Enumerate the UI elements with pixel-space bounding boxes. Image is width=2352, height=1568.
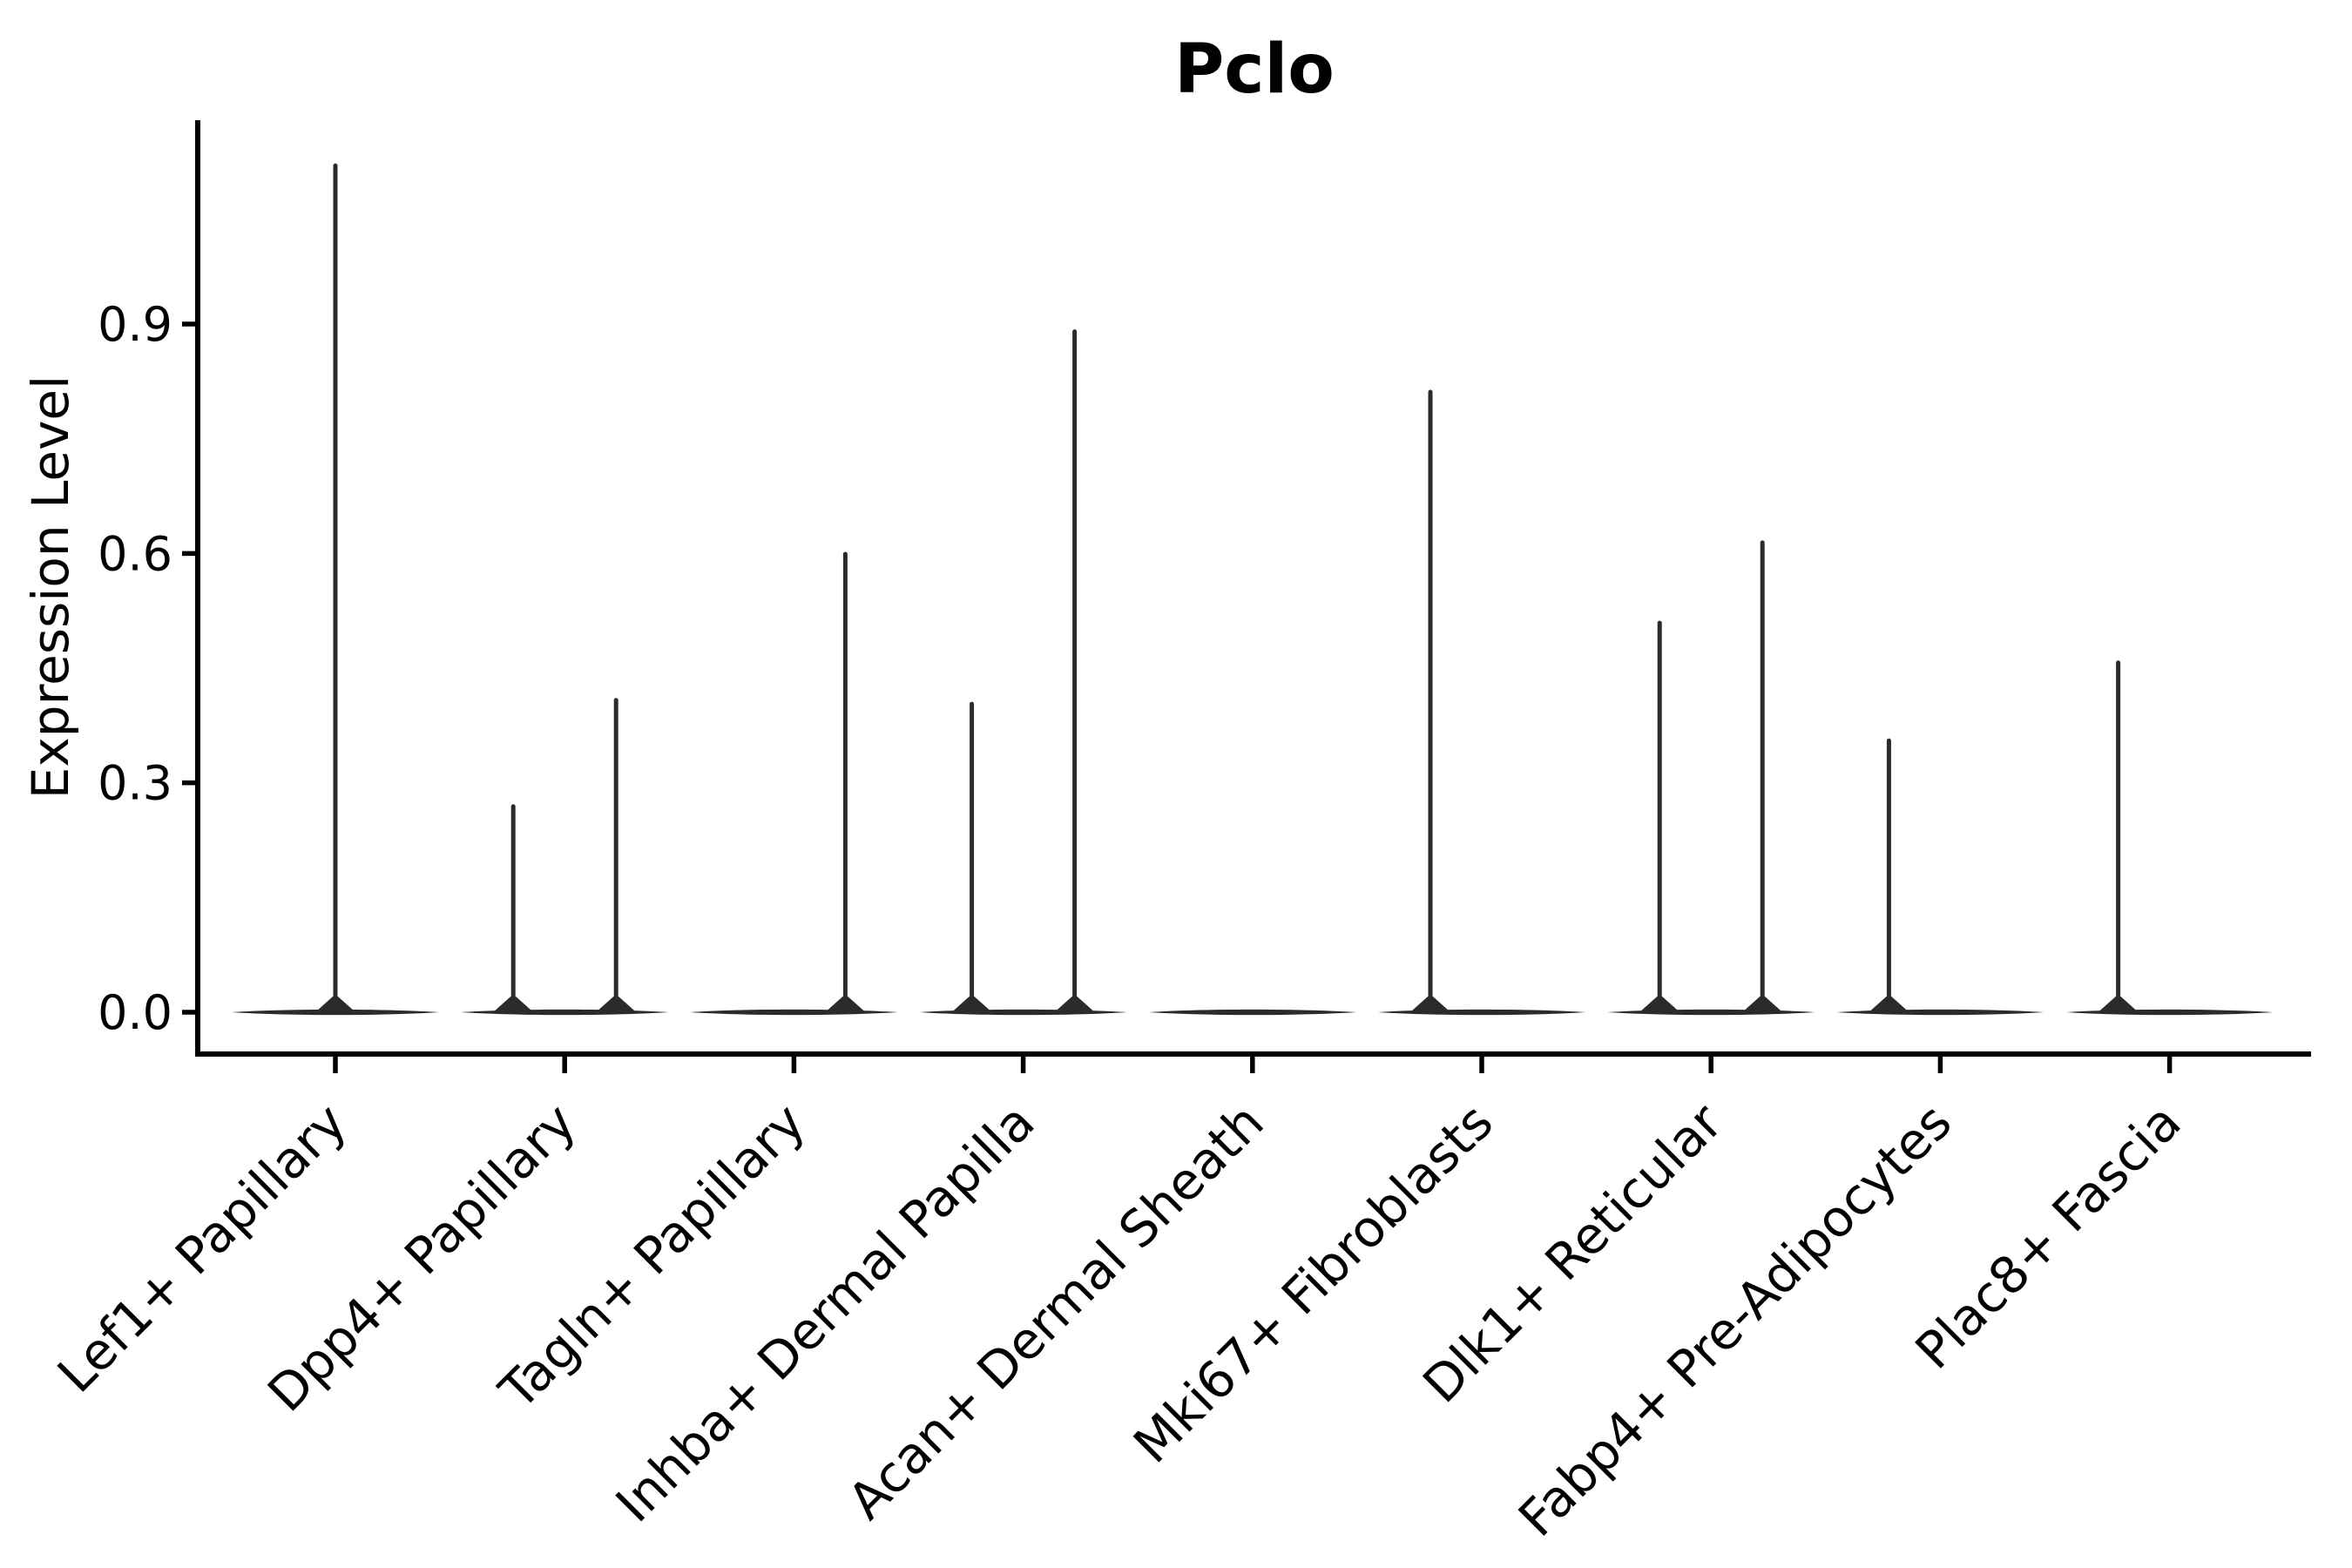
- violin-base: [232, 1009, 439, 1016]
- violin-base: [2065, 1009, 2274, 1016]
- x-category-label: Inhba+ Dermal Papilla: [605, 1092, 1046, 1534]
- y-tick-labels-layer: 0.0 0.3 0.6 0.9: [98, 297, 172, 1040]
- violin-5: [1148, 1009, 1356, 1016]
- violin-base: [1378, 1009, 1585, 1016]
- y-tick-label: 0.3: [98, 756, 172, 811]
- violins-layer: [232, 163, 2274, 1016]
- chart-title: Pclo: [1174, 30, 1335, 109]
- y-tick-label: 0.6: [98, 526, 172, 581]
- violin-base: [919, 1009, 1127, 1016]
- violin-base: [1836, 1009, 2044, 1016]
- violin-3: [690, 551, 898, 1016]
- violin-7: [1607, 540, 1815, 1016]
- violin-2: [461, 698, 669, 1016]
- y-tick-label: 0.9: [98, 297, 172, 352]
- y-tick-label: 0.0: [98, 985, 172, 1040]
- violin-4: [919, 329, 1127, 1016]
- axes-layer: [182, 120, 2311, 1073]
- x-category-label: Acan+ Dermal Sheath: [836, 1092, 1274, 1531]
- y-axis-label: Expression Level: [21, 375, 80, 799]
- x-category-label: Fabp4+ Pre-Adipocytes: [1507, 1092, 1963, 1548]
- violin-6: [1378, 389, 1585, 1016]
- violin-1: [232, 163, 439, 1016]
- violin-9: [2065, 660, 2274, 1016]
- violin-base: [461, 1009, 669, 1016]
- violin-8: [1836, 738, 2044, 1016]
- violin-base: [1148, 1009, 1356, 1016]
- violin-base: [690, 1009, 898, 1016]
- violin-base: [1607, 1009, 1815, 1016]
